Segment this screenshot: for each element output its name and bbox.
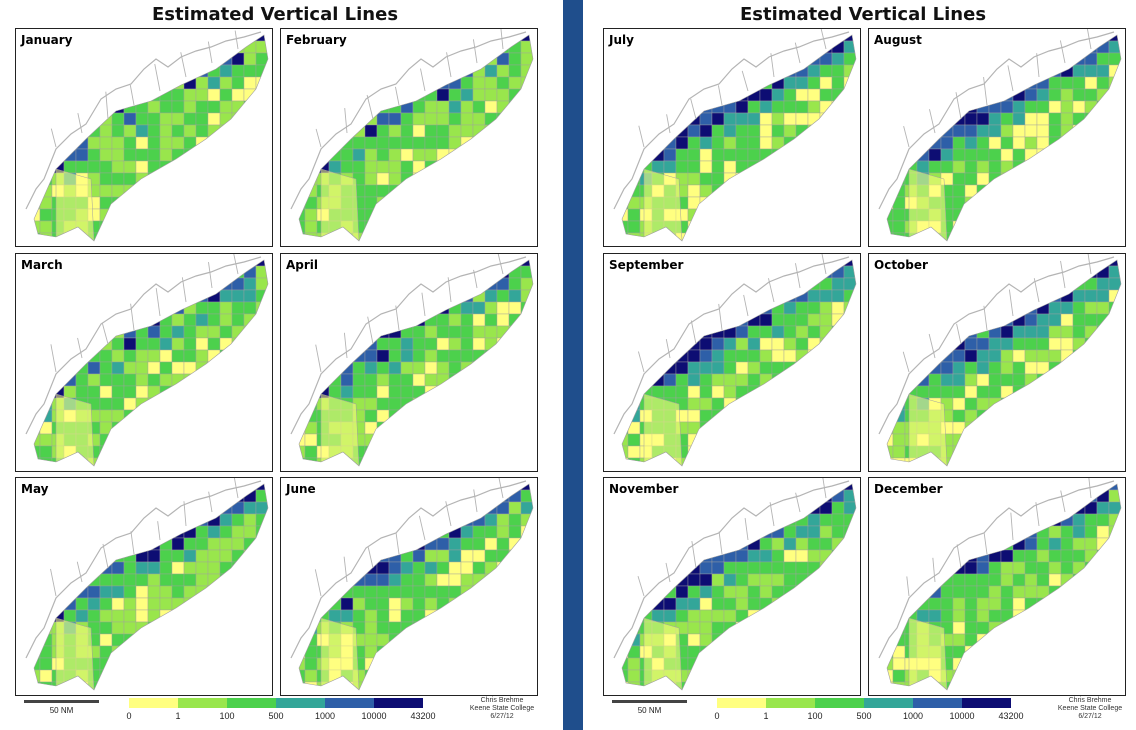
legend-tick-label: 10000 xyxy=(361,711,387,721)
credit-line: Keene State College xyxy=(1057,705,1123,712)
legend-swatch xyxy=(766,698,815,708)
month-label: April xyxy=(286,258,319,272)
map-panel-may: May xyxy=(15,477,273,696)
legend-swatch xyxy=(717,698,766,708)
legend-swatch xyxy=(962,698,1011,708)
month-label: December xyxy=(874,482,943,496)
map-panel-november: November xyxy=(603,477,861,696)
scale-bar-label: 50 NM xyxy=(637,706,662,715)
month-label: March xyxy=(21,258,63,272)
legend-tick-label: 10000 xyxy=(949,711,975,721)
map-set-title: Estimated Vertical Lines xyxy=(151,4,399,25)
month-map xyxy=(25,478,269,691)
map-panel-june: June xyxy=(280,477,538,696)
legend-swatch xyxy=(325,698,374,708)
legend-swatch xyxy=(227,698,276,708)
right-map-set: Estimated Vertical Lines July August Septe… xyxy=(588,0,1136,730)
map-set-title: Estimated Vertical Lines xyxy=(739,4,987,25)
month-label: January xyxy=(21,33,73,47)
map-panel-december: December xyxy=(868,477,1126,696)
legend-tick-label: 43200 xyxy=(410,711,436,721)
scale-bar-line xyxy=(612,700,687,703)
map-panel-january: January xyxy=(15,28,273,247)
scale-bar-label: 50 NM xyxy=(49,706,74,715)
month-map xyxy=(878,29,1122,242)
map-panel-february: February xyxy=(280,28,538,247)
month-label: August xyxy=(874,33,922,47)
map-panel-september: September xyxy=(603,253,861,472)
legend-tick-label: 1 xyxy=(763,711,769,721)
legend-swatch xyxy=(815,698,864,708)
legend-tick-label: 1000 xyxy=(902,711,924,721)
legend-tick-label: 100 xyxy=(807,711,823,721)
month-map xyxy=(25,254,269,467)
legend-swatch xyxy=(178,698,227,708)
author-credit: Chris Brehme Keene State College 6/27/12 xyxy=(462,697,542,721)
month-map xyxy=(25,30,269,242)
legend-tick-label: 43200 xyxy=(998,711,1024,721)
month-label: February xyxy=(286,33,347,47)
author-credit: Chris Brehme Keene State College 6/27/12 xyxy=(1050,697,1130,721)
month-map xyxy=(290,29,534,242)
month-map xyxy=(290,254,534,467)
month-map xyxy=(290,478,534,691)
credit-line: Chris Brehme xyxy=(1068,697,1112,704)
legend-swatch xyxy=(913,698,962,708)
credit-line: 6/27/12 xyxy=(490,713,514,720)
month-map xyxy=(878,254,1122,467)
left-map-set: Estimated Vertical Lines January February… xyxy=(0,0,560,730)
month-label: November xyxy=(609,482,679,496)
legend-tick-label: 0 xyxy=(126,711,132,721)
credit-line: 6/27/12 xyxy=(1078,713,1102,720)
legend-tick-label: 500 xyxy=(856,711,872,721)
credit-line: Chris Brehme xyxy=(480,697,524,704)
scale-bar: 50 NM xyxy=(612,700,687,715)
legend-swatch xyxy=(864,698,913,708)
legend-swatch xyxy=(374,698,423,708)
map-panel-april: April xyxy=(280,253,538,472)
map-panel-october: October xyxy=(868,253,1126,472)
month-map xyxy=(613,478,857,691)
map-panel-july: July xyxy=(603,28,861,247)
legend-swatch xyxy=(276,698,325,708)
month-map xyxy=(613,254,857,467)
legend-tick-label: 100 xyxy=(219,711,235,721)
month-label: September xyxy=(609,258,684,272)
legend-tick-label: 500 xyxy=(268,711,284,721)
map-panel-august: August xyxy=(868,28,1126,247)
scale-bar: 50 NM xyxy=(24,700,99,715)
month-label: June xyxy=(286,482,316,496)
credit-line: Keene State College xyxy=(469,705,535,712)
month-label: May xyxy=(21,482,49,496)
map-panel-march: March xyxy=(15,253,273,472)
scale-bar-line xyxy=(24,700,99,703)
legend-tick-label: 1000 xyxy=(314,711,336,721)
center-divider xyxy=(563,0,583,730)
month-map xyxy=(613,29,857,242)
month-map xyxy=(878,478,1122,691)
legend-swatch xyxy=(129,698,178,708)
legend-tick-label: 1 xyxy=(175,711,181,721)
month-label: July xyxy=(609,33,634,47)
legend-tick-label: 0 xyxy=(714,711,720,721)
month-label: October xyxy=(874,258,928,272)
